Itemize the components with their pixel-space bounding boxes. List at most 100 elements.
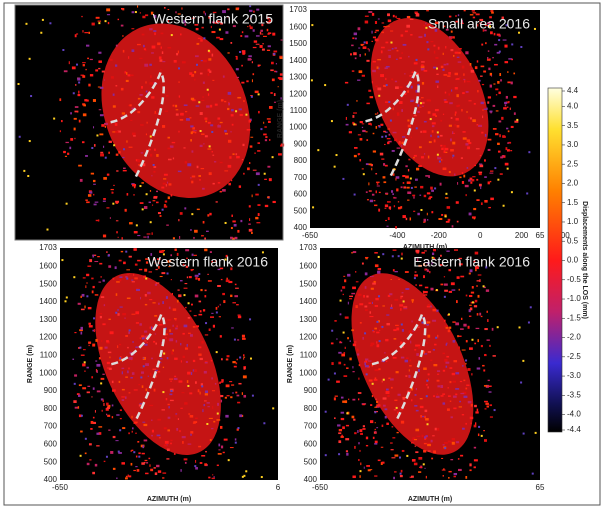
speckle [142,453,145,455]
speckle [167,429,170,431]
speckle [401,470,403,473]
speckle [371,288,374,290]
speckle [443,475,444,476]
speckle [435,57,438,59]
speckle [169,183,172,185]
speckle [491,75,492,77]
speckle [381,462,384,464]
speckle [485,408,487,409]
speckle [133,451,135,453]
speckle [412,195,415,197]
speckle [480,186,481,189]
speckle [108,430,110,431]
speckle [490,181,491,182]
speckle [437,154,439,156]
speckle [109,141,112,143]
speckle [95,294,99,295]
speckle [387,142,389,145]
speckle [244,367,246,370]
speckle [453,55,454,57]
speckle [390,120,392,122]
speckle [441,66,444,68]
speckle [235,442,237,444]
speckle [354,432,356,434]
speckle [67,153,69,155]
speckle [82,30,83,32]
speckle [87,391,90,393]
x-tick-label: 200 [515,231,529,240]
y-axis-label: RANGE (m) [287,345,294,383]
speckle [490,10,493,12]
speckle [130,377,132,379]
speckle [191,213,193,215]
speckle [212,390,215,391]
speckle [107,14,110,15]
speckle [145,363,149,366]
speckle [346,453,348,456]
speckle [200,73,203,75]
speckle [188,302,190,304]
speckle [510,150,512,151]
speckle [401,34,404,36]
speckle [383,176,386,178]
speckle [140,202,144,204]
speckle [171,390,173,392]
speckle [179,95,180,97]
speckle [273,201,276,203]
speckle [432,435,435,436]
speckle [255,194,258,196]
speckle [455,388,459,390]
speckle [96,445,99,446]
speckle [86,295,88,297]
speckle [166,398,168,400]
speckle [99,357,101,359]
y-tick-label: 600 [44,439,58,448]
speckle [143,358,145,359]
speckle [210,124,213,126]
speckle [503,205,505,207]
speckle [448,329,450,332]
speckle [107,415,110,417]
speckle [456,78,459,80]
speckle [366,295,368,297]
y-tick-label: 1300 [289,73,307,82]
speckle [149,271,152,272]
speckle [450,401,451,402]
speckle [433,309,437,311]
speckle [219,382,221,384]
speckle [444,150,446,152]
speckle [175,328,177,330]
speckle [430,288,433,291]
speckle [107,407,110,409]
speckle [125,376,128,377]
speckle [366,163,369,165]
speckle [495,88,498,90]
speckle [185,307,186,308]
speckle [418,327,420,328]
speckle [256,35,260,36]
speckle [372,283,376,285]
speckle [352,70,355,71]
speckle [115,131,119,133]
speckle [204,118,207,120]
speckle [458,52,461,54]
speckle [376,190,377,193]
speckle [431,190,434,192]
speckle [153,171,155,173]
speckle [82,387,86,389]
speckle [423,463,425,465]
speckle [402,450,405,452]
speckle [170,400,174,401]
speckle [385,101,388,102]
speckle [208,50,210,52]
speckle [235,438,237,440]
speckle [88,84,90,87]
speckle [99,347,102,350]
speckle [413,211,415,212]
speckle [121,251,123,252]
speckle [402,136,405,137]
speckle [437,380,440,382]
speckle [440,145,442,147]
speckle [391,190,393,193]
speckle [357,353,359,355]
